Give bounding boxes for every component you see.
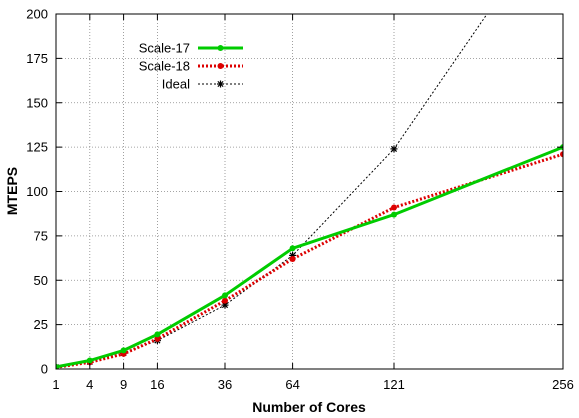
y-tick-label: 125 [26,140,48,155]
series-line-scale-18 [56,152,563,369]
plot-frame [55,13,564,370]
y-tick-label: 200 [26,7,48,22]
data-point-scale-17 [391,211,397,218]
data-point-scale-18 [222,297,228,304]
y-tick-label: 75 [34,228,48,243]
data-point-ideal [390,145,398,153]
legend-label: Scale-18 [139,59,190,74]
data-point-scale-17 [86,357,93,364]
data-point-scale-18 [154,335,161,342]
grid-lines [56,14,563,369]
axis-ticks: 0 25 50 75 100 125 150 175 200 1 4 9 16 36 64 121 256 [26,7,574,393]
y-tick-label: 25 [34,317,48,332]
x-tick-label: 256 [552,377,574,392]
plot-area [56,14,563,369]
legend-marker [217,63,224,69]
data-point-scale-18 [289,255,296,262]
legend-marker [217,80,224,88]
data-point-scale-17 [222,292,228,299]
x-tick-label: 16 [150,377,164,392]
legend: Scale-17 Scale-18 Ideal [139,41,243,92]
y-tick-label: 0 [41,362,48,377]
x-tick-label: 9 [120,377,127,392]
x-tick-label: 64 [285,377,299,392]
legend-label: Scale-17 [139,41,190,56]
y-tick-label: 150 [26,95,48,110]
data-point-scale-17 [120,347,127,354]
data-point-scale-18 [391,204,397,211]
data-point-scale-17 [56,363,59,369]
x-tick-label: 1 [52,377,59,392]
y-tick-label: 175 [26,51,48,66]
series-line-ideal [56,14,488,368]
legend-label: Ideal [162,77,190,92]
x-tick-label: 4 [86,377,93,392]
x-tick-label: 36 [218,377,232,392]
x-axis-title: Number of Cores [252,399,366,415]
series-line-scale-17 [56,145,563,369]
data-point-scale-17 [154,331,161,338]
y-tick-label: 100 [26,184,48,199]
x-tick-label: 121 [383,377,405,392]
data-point-scale-17 [289,245,296,252]
legend-marker [217,45,224,51]
data-point-scale-18 [560,151,563,158]
y-tick-label: 50 [34,273,48,288]
y-axis-title: MTEPS [4,167,20,215]
